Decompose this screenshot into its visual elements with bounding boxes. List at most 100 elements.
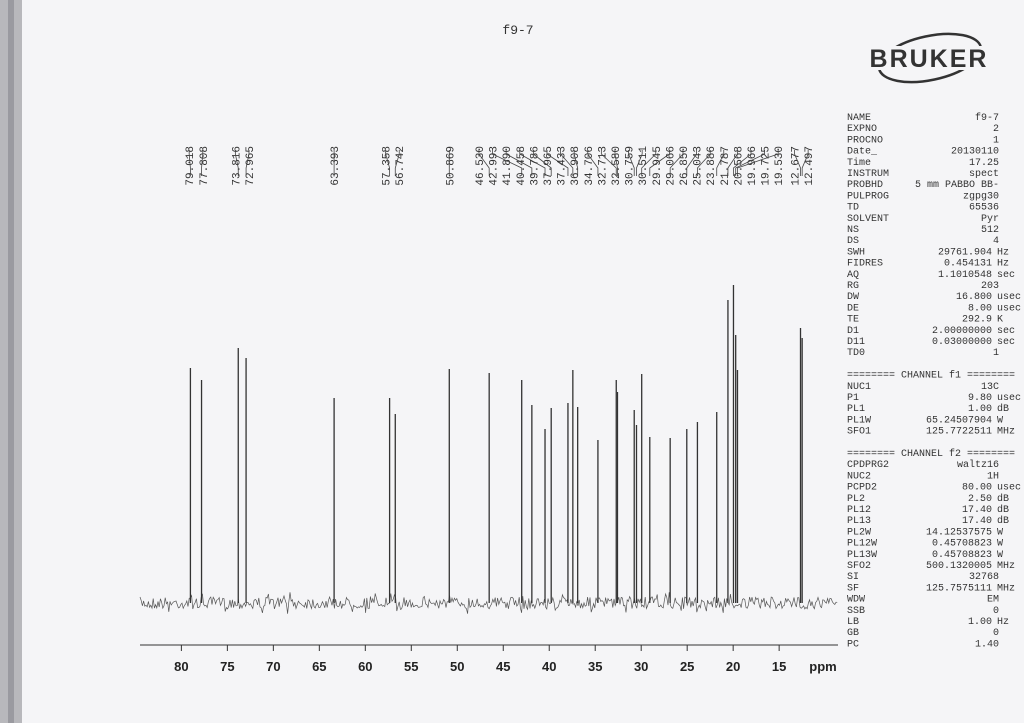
peak-leader bbox=[532, 150, 552, 176]
param-unit: K bbox=[997, 315, 1003, 326]
param-value: 9.80 bbox=[968, 393, 992, 404]
logo-band bbox=[850, 46, 1010, 70]
param-value: 1 bbox=[993, 348, 999, 359]
param-unit: dB bbox=[997, 504, 1009, 516]
peak-label: 29.066 bbox=[665, 146, 677, 186]
param-name: PL2W bbox=[847, 527, 871, 538]
param-unit: sec bbox=[997, 270, 1015, 281]
peak-leader bbox=[697, 150, 711, 176]
peak-leader bbox=[794, 150, 801, 176]
peak-label: 41.890 bbox=[502, 146, 514, 186]
param-name: LB bbox=[847, 617, 859, 628]
param-name: DW bbox=[847, 292, 859, 303]
x-tick-label: 65 bbox=[312, 659, 326, 674]
peak-label: 73.816 bbox=[231, 146, 243, 186]
param-name: PCPD2 bbox=[847, 483, 877, 494]
peak-label: 79.018 bbox=[185, 146, 197, 186]
param-value: 32768 bbox=[969, 572, 999, 583]
param-unit: usec bbox=[997, 483, 1021, 494]
param-name: SWH bbox=[847, 247, 865, 258]
peak-leader bbox=[636, 150, 643, 176]
peak-leader bbox=[560, 150, 574, 176]
peak-label: 50.869 bbox=[445, 146, 457, 186]
peak-leader bbox=[587, 150, 599, 176]
param-unit: usec bbox=[997, 303, 1021, 314]
param-name: EXPNO bbox=[847, 124, 877, 135]
param-name: FIDRES bbox=[847, 259, 883, 270]
peak-leader bbox=[600, 150, 617, 176]
param-value: 0.45708823 bbox=[932, 539, 992, 550]
baseline-noise bbox=[139, 592, 838, 614]
peak-leader bbox=[188, 150, 191, 176]
param-name: SI bbox=[847, 572, 859, 583]
peak-label: 37.433 bbox=[557, 146, 569, 186]
param-unit: dB bbox=[997, 515, 1009, 527]
peak-label: 36.908 bbox=[570, 146, 582, 186]
param-value: 0.45708823 bbox=[932, 550, 992, 561]
param-unit: Hz bbox=[997, 247, 1009, 258]
chart-title: f9-7 bbox=[502, 23, 533, 38]
param-value: 1H bbox=[987, 471, 999, 482]
param-name: AQ bbox=[847, 270, 859, 281]
param-value: EM bbox=[987, 595, 999, 606]
param-value: 13C bbox=[981, 382, 999, 393]
peak-label: 12.497 bbox=[804, 146, 816, 186]
param-unit: MHz bbox=[997, 561, 1015, 572]
peak-label: 23.886 bbox=[706, 146, 718, 186]
peak-label: 25.043 bbox=[693, 146, 705, 186]
param-name: NUC1 bbox=[847, 382, 871, 393]
param-value: 2 bbox=[993, 124, 999, 135]
param-name: PROBHD bbox=[847, 180, 883, 191]
param-value: zgpg30 bbox=[963, 191, 999, 202]
param-unit: dB bbox=[997, 403, 1009, 415]
param-value: 0.03000000 bbox=[932, 337, 992, 348]
x-tick-label: 50 bbox=[450, 659, 464, 674]
param-name: SFO2 bbox=[847, 561, 871, 572]
param-unit: W bbox=[997, 539, 1003, 550]
x-tick-label: 25 bbox=[680, 659, 694, 674]
param-value: 4 bbox=[993, 236, 999, 247]
param-name: PL12W bbox=[847, 539, 877, 550]
param-value: 29761.904 bbox=[938, 247, 992, 258]
peak-leader bbox=[686, 150, 697, 176]
peak-label: 39.786 bbox=[529, 146, 541, 186]
param-unit: Hz bbox=[997, 617, 1009, 628]
peak-leader bbox=[573, 150, 579, 176]
peak-label: 19.725 bbox=[761, 146, 773, 186]
param-value: 2.00000000 bbox=[932, 326, 992, 337]
param-value: 65.24507904 bbox=[926, 415, 992, 426]
param-value: 17.40 bbox=[962, 516, 992, 527]
peak-leader bbox=[234, 150, 239, 176]
peak-leader bbox=[737, 150, 779, 176]
param-value: 2.50 bbox=[968, 494, 992, 505]
param-value: 14.12537575 bbox=[926, 527, 992, 538]
param-value: 125.7575111 bbox=[926, 583, 992, 594]
peak-label: 77.808 bbox=[199, 146, 211, 186]
param-unit: sec bbox=[997, 337, 1015, 348]
param-value: 5 mm PABBO BB- bbox=[915, 180, 999, 191]
x-tick-label: 30 bbox=[634, 659, 648, 674]
peak-leader bbox=[735, 150, 765, 176]
param-name: NUC2 bbox=[847, 471, 871, 482]
peak-leader bbox=[546, 150, 569, 176]
param-value: 1.1010548 bbox=[938, 270, 992, 281]
param-name: DE bbox=[847, 303, 859, 314]
param-name: RG bbox=[847, 281, 859, 292]
param-name: DS bbox=[847, 236, 859, 247]
peak-label: 19.966 bbox=[747, 146, 759, 186]
param-value: 1.40 bbox=[975, 639, 999, 650]
peak-leader bbox=[245, 150, 250, 176]
param-value: 500.1320005 bbox=[926, 561, 992, 572]
param-unit: Hz bbox=[997, 259, 1009, 270]
param-name: PL1W bbox=[847, 415, 871, 426]
param-value: 20130110 bbox=[951, 147, 999, 158]
param-value: Pyr bbox=[981, 214, 999, 225]
param-unit: W bbox=[997, 527, 1003, 538]
x-tick-label: 20 bbox=[726, 659, 740, 674]
peak-label: 32.713 bbox=[597, 146, 609, 186]
peak-leader bbox=[394, 150, 400, 176]
x-tick-label: 60 bbox=[358, 659, 372, 674]
param-name: PL12 bbox=[847, 505, 871, 516]
peak-label: 37.965 bbox=[543, 146, 555, 186]
